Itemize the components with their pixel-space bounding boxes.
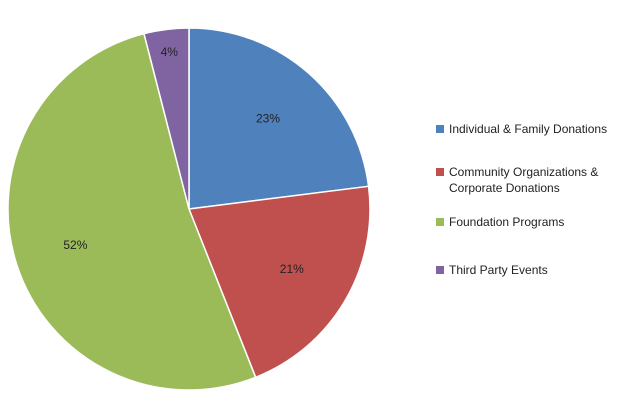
legend-entry-line: Corporate Donations bbox=[449, 181, 560, 195]
legend-entry-line: Individual & Family Donations bbox=[449, 122, 607, 136]
pie-label-community-organizations-and-corporate-donations: 21% bbox=[280, 262, 304, 276]
pie-slice-labels: 23% 21% 52% 4% bbox=[63, 45, 304, 276]
legend-entry-line: Foundation Programs bbox=[449, 215, 564, 229]
pie-slice-community-organizations-and-corporate-donations bbox=[187, 185, 371, 379]
legend-entry-individual-and-family-donations: Individual & Family Donations bbox=[449, 122, 607, 136]
pie-slices bbox=[7, 27, 371, 391]
legend-swatch-third-party-events bbox=[436, 266, 444, 274]
pie-slice-individual-and-family-donations bbox=[188, 27, 370, 210]
legend-swatch-individual-and-family-donations bbox=[436, 125, 444, 133]
legend: Individual & Family Donations Community O… bbox=[436, 122, 607, 277]
pie-label-individual-and-family-donations: 23% bbox=[256, 112, 280, 126]
legend-entry-line: Community Organizations & bbox=[449, 165, 598, 179]
legend-swatch-foundation-programs bbox=[436, 218, 444, 226]
pie-slice-third-party-events bbox=[143, 27, 190, 210]
legend-entry-third-party-events: Third Party Events bbox=[449, 263, 548, 277]
legend-entry-foundation-programs: Foundation Programs bbox=[449, 215, 564, 229]
pie-label-foundation-programs: 52% bbox=[63, 238, 87, 252]
legend-swatch-community-organizations-and-corporate-donations bbox=[436, 168, 444, 176]
pie-label-third-party-events: 4% bbox=[161, 45, 179, 59]
legend-entry-community-organizations-and-corporate-donations: Community Organizations & Corporate Donat… bbox=[449, 165, 598, 195]
legend-entry-line: Third Party Events bbox=[449, 263, 548, 277]
pie-slice-foundation-programs bbox=[7, 32, 257, 391]
